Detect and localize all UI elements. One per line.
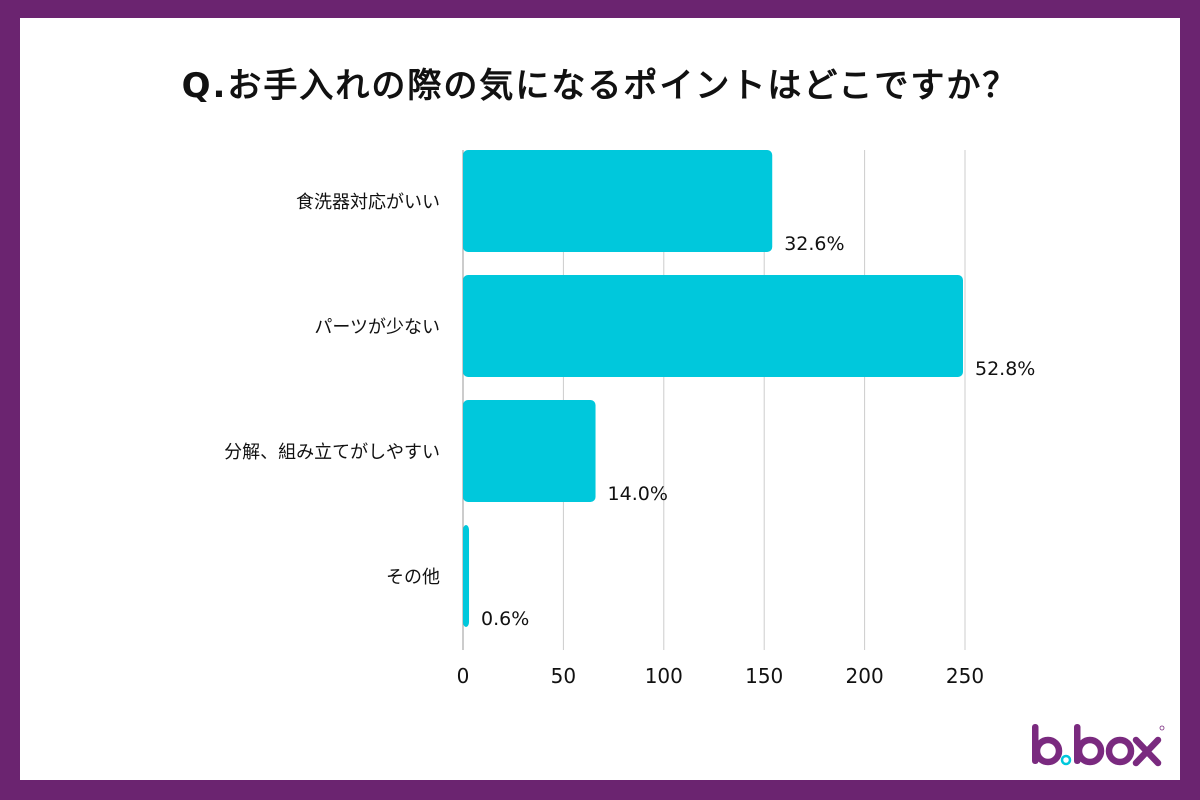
- bar: [463, 525, 470, 627]
- bbox-logo: [1032, 724, 1165, 767]
- x-tick-label: 0: [457, 664, 470, 688]
- chart-title: Q.お手入れの際の気になるポイントはどこですか？: [181, 66, 1019, 106]
- x-tick-label: 50: [551, 664, 576, 688]
- x-tick-label: 250: [946, 664, 984, 688]
- category-label: パーツが少ない: [314, 317, 440, 338]
- bars: [463, 150, 963, 627]
- chart-frame: [20, 18, 1180, 780]
- category-label: その他: [386, 567, 440, 588]
- data-label: 52.8%: [975, 358, 1035, 380]
- bar: [463, 150, 773, 252]
- data-label: 32.6%: [784, 233, 844, 255]
- x-tick-label: 100: [645, 664, 683, 688]
- bar: [463, 400, 596, 502]
- labels: 0 50 100 150 200 250 食洗器対応がいい 32.6% パーツが少ない 52.8%…: [224, 192, 1035, 688]
- category-label: 食洗器対応がいい: [296, 192, 440, 213]
- bar: [463, 275, 963, 377]
- data-label: 14.0%: [608, 483, 668, 505]
- data-label: 0.6%: [481, 608, 529, 630]
- x-tick-label: 200: [846, 664, 884, 688]
- x-tick-label: 150: [745, 664, 783, 688]
- category-label: 分解、組み立てがしやすい: [224, 442, 440, 463]
